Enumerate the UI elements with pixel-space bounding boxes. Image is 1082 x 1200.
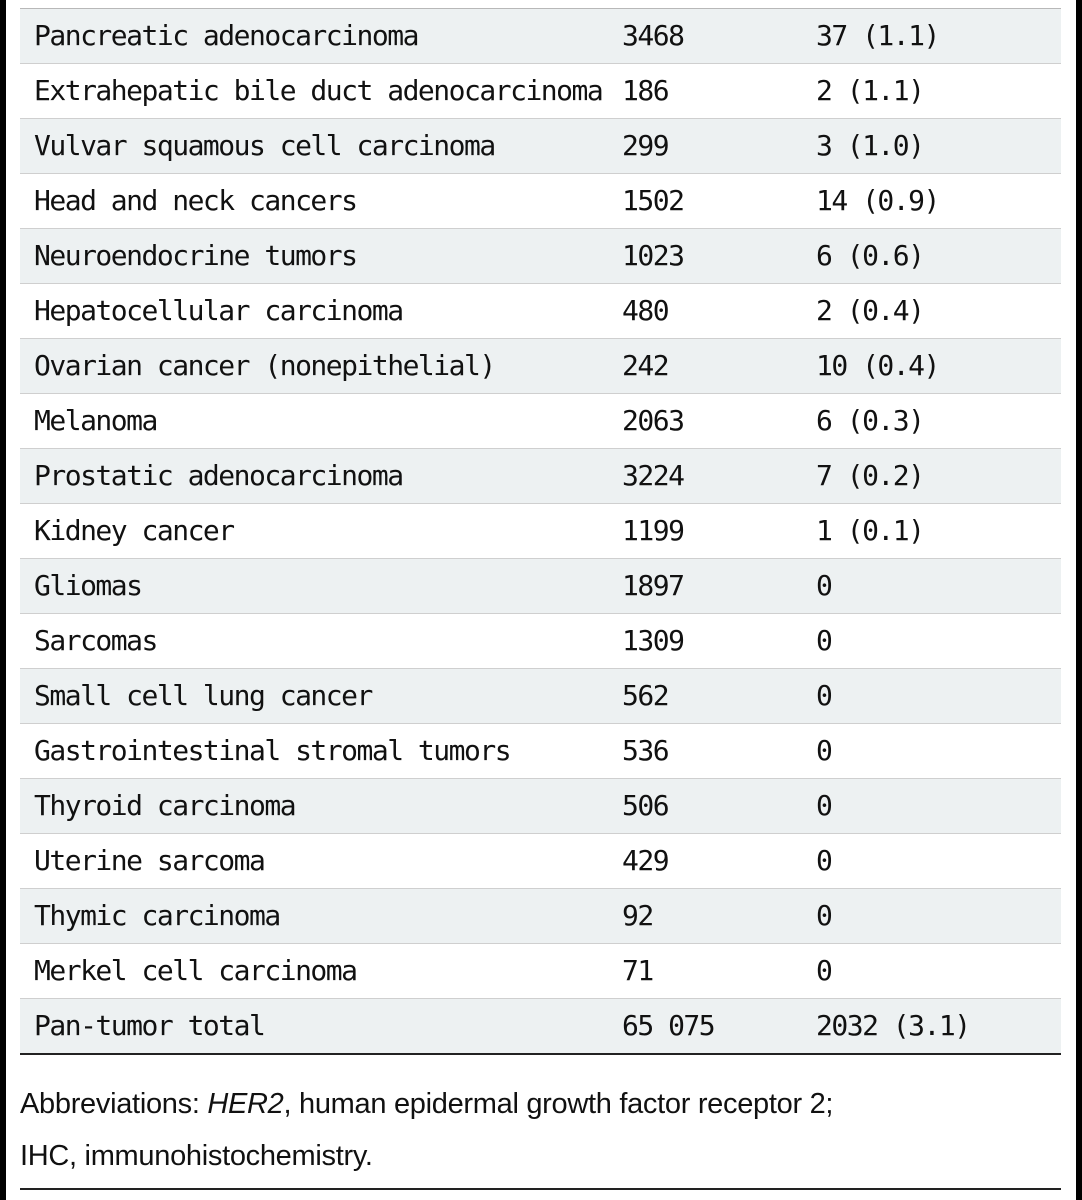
positive-count-cell: 7 (0.2)	[816, 459, 925, 492]
sample-count-cell: 299	[622, 129, 670, 162]
positive-count-cell: 0	[816, 624, 833, 657]
tumor-type-cell: Hepatocellular carcinoma	[34, 294, 404, 327]
table-row: Hepatocellular carcinoma 480 2 (0.4)	[20, 284, 1061, 339]
table-row: Extrahepatic bile duct adenocarcinoma 18…	[20, 64, 1061, 119]
table-row: Sarcomas 1309 0	[20, 614, 1061, 669]
sample-count-cell: 1502	[622, 184, 685, 217]
sample-count-cell: 65 075	[622, 1009, 716, 1042]
positive-count-cell: 0	[816, 899, 833, 932]
right-edge-bar	[1076, 0, 1082, 1200]
tumor-type-cell: Pancreatic adenocarcinoma	[34, 19, 419, 52]
table-footnote: Abbreviations: HER2, human epidermal gro…	[20, 1078, 1061, 1182]
table-row: Small cell lung cancer 562 0	[20, 669, 1061, 724]
table-row: Gastrointestinal stromal tumors 536 0	[20, 724, 1061, 779]
sample-count-cell: 506	[622, 789, 670, 822]
sample-count-cell: 3224	[622, 459, 685, 492]
sample-count-cell: 1309	[622, 624, 685, 657]
sample-count-cell: 242	[622, 349, 670, 382]
table-row: Prostatic adenocarcinoma 3224 7 (0.2)	[20, 449, 1061, 504]
tumor-type-cell: Uterine sarcoma	[34, 844, 266, 877]
footnote-line-2: IHC, immunohistochemistry.	[20, 1140, 373, 1172]
sample-count-cell: 1199	[622, 514, 685, 547]
positive-count-cell: 1 (0.1)	[816, 514, 925, 547]
table-row: Neuroendocrine tumors 1023 6 (0.6)	[20, 229, 1061, 284]
table-row: Thymic carcinoma 92 0	[20, 889, 1061, 944]
tumor-type-cell: Thymic carcinoma	[34, 899, 281, 932]
positive-count-cell: 0	[816, 844, 833, 877]
positive-count-cell: 2032 (3.1)	[816, 1009, 971, 1042]
table-row: Head and neck cancers 1502 14 (0.9)	[20, 174, 1061, 229]
footnote-prefix: Abbreviations:	[20, 1088, 208, 1120]
table-row: Pancreatic adenocarcinoma 3468 37 (1.1)	[20, 9, 1061, 64]
positive-count-cell: 14 (0.9)	[816, 184, 940, 217]
tumor-type-cell: Head and neck cancers	[34, 184, 358, 217]
table-row-total: Pan-tumor total 65 075 2032 (3.1)	[20, 999, 1061, 1055]
sample-count-cell: 1897	[622, 569, 685, 602]
tumor-type-cell: Prostatic adenocarcinoma	[34, 459, 404, 492]
tumor-type-cell: Sarcomas	[34, 624, 158, 657]
positive-count-cell: 3 (1.0)	[816, 129, 925, 162]
positive-count-cell: 0	[816, 679, 833, 712]
table-row: Gliomas 1897 0	[20, 559, 1061, 614]
sample-count-cell: 1023	[622, 239, 685, 272]
table-row: Merkel cell carcinoma 71 0	[20, 944, 1061, 999]
table-row: Uterine sarcoma 429 0	[20, 834, 1061, 889]
positive-count-cell: 6 (0.3)	[816, 404, 925, 437]
footnote-her2-term: HER2	[207, 1088, 284, 1120]
tumor-type-cell: Kidney cancer	[34, 514, 235, 547]
tumor-type-cell: Vulvar squamous cell carcinoma	[34, 129, 496, 162]
sample-count-cell: 536	[622, 734, 670, 767]
table-row: Melanoma 2063 6 (0.3)	[20, 394, 1061, 449]
positive-count-cell: 0	[816, 954, 833, 987]
sample-count-cell: 71	[622, 954, 654, 987]
sample-count-cell: 92	[622, 899, 654, 932]
positive-count-cell: 6 (0.6)	[816, 239, 925, 272]
table-row: Vulvar squamous cell carcinoma 299 3 (1.…	[20, 119, 1061, 174]
sample-count-cell: 3468	[622, 19, 685, 52]
sample-count-cell: 186	[622, 74, 670, 107]
left-edge-bar	[0, 0, 6, 1200]
footnote-her2-definition: , human epidermal growth factor receptor…	[283, 1088, 834, 1120]
footnote-line-1: Abbreviations: HER2, human epidermal gro…	[20, 1078, 1061, 1130]
tumor-type-cell: Merkel cell carcinoma	[34, 954, 358, 987]
positive-count-cell: 0	[816, 569, 833, 602]
positive-count-cell: 0	[816, 734, 833, 767]
tumor-type-cell: Melanoma	[34, 404, 158, 437]
tumor-type-cell: Gastrointestinal stromal tumors	[34, 734, 512, 767]
table-top-rule	[20, 0, 1061, 9]
table-row: Kidney cancer 1199 1 (0.1)	[20, 504, 1061, 559]
table-row: Ovarian cancer (nonepithelial) 242 10 (0…	[20, 339, 1061, 394]
positive-count-cell: 0	[816, 789, 833, 822]
footnote-bottom-rule	[20, 1188, 1061, 1190]
table-row: Thyroid carcinoma 506 0	[20, 779, 1061, 834]
tumor-type-cell: Neuroendocrine tumors	[34, 239, 358, 272]
tumor-type-cell: Extrahepatic bile duct adenocarcinoma	[34, 74, 604, 107]
tumor-type-cell: Pan-tumor total	[34, 1009, 266, 1042]
her2-table: Pancreatic adenocarcinoma 3468 37 (1.1) …	[20, 0, 1061, 1055]
tumor-type-cell: Thyroid carcinoma	[34, 789, 297, 822]
sample-count-cell: 429	[622, 844, 670, 877]
tumor-type-cell: Gliomas	[34, 569, 143, 602]
tumor-type-cell: Small cell lung cancer	[34, 679, 373, 712]
positive-count-cell: 2 (1.1)	[816, 74, 925, 107]
sample-count-cell: 562	[622, 679, 670, 712]
sample-count-cell: 480	[622, 294, 670, 327]
positive-count-cell: 2 (0.4)	[816, 294, 925, 327]
positive-count-cell: 10 (0.4)	[816, 349, 940, 382]
sample-count-cell: 2063	[622, 404, 685, 437]
tumor-type-cell: Ovarian cancer (nonepithelial)	[34, 349, 496, 382]
positive-count-cell: 37 (1.1)	[816, 19, 940, 52]
